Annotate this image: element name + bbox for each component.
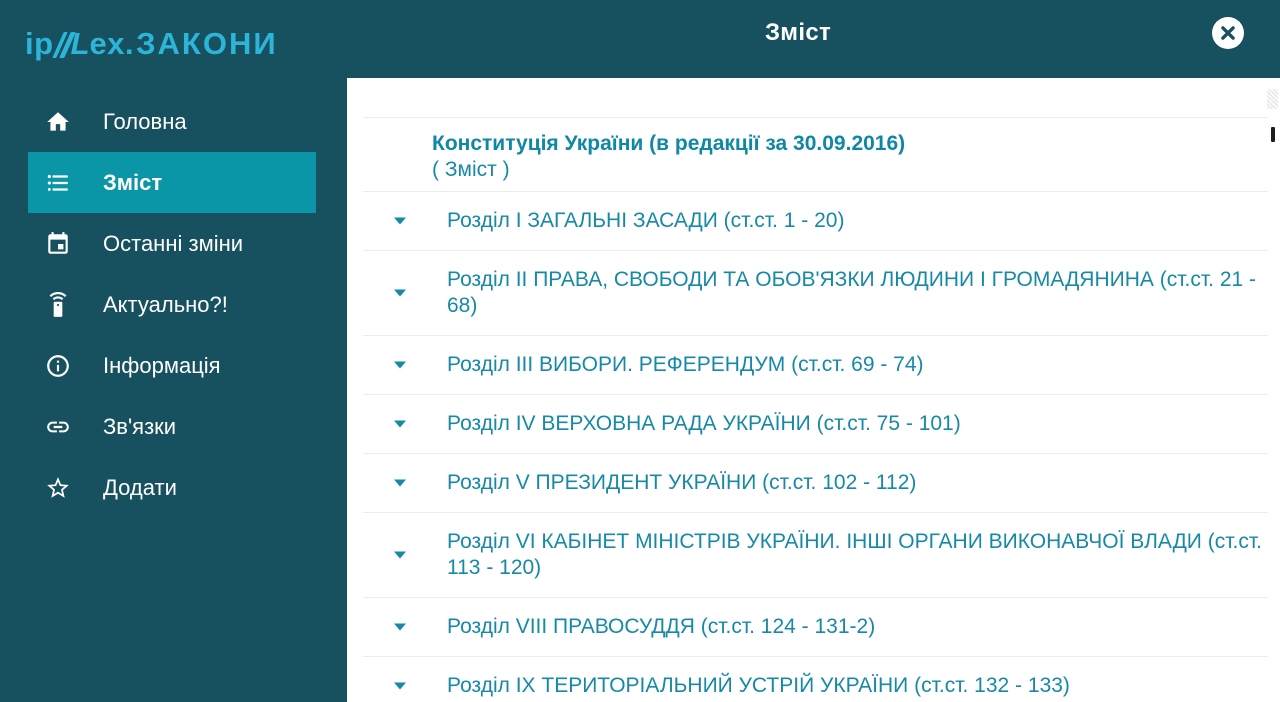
toc-section-row[interactable]: Розділ VI КАБІНЕТ МІНІСТРІВ УКРАЇНИ. ІНШ… xyxy=(363,513,1268,598)
dialog-title: Зміст xyxy=(764,19,832,46)
sidebar-item-info[interactable]: Інформація xyxy=(0,335,347,396)
section-label: Розділ II ПРАВА, СВОБОДИ ТА ОБОВ'ЯЗКИ ЛЮ… xyxy=(447,268,1257,317)
sidebar-item-actual[interactable]: Актуально?! xyxy=(0,274,347,335)
toc-section-row[interactable]: Розділ IV ВЕРХОВНА РАДА УКРАЇНИ (ст.ст. … xyxy=(363,395,1268,454)
sidebar-item-label: Актуально?! xyxy=(103,291,228,317)
toc-panel: Конституція України (в редакції за 30.09… xyxy=(347,78,1280,702)
toc-section-row[interactable]: Розділ III ВИБОРИ. РЕФЕРЕНДУМ (ст.ст. 69… xyxy=(363,336,1268,395)
edge-artifact xyxy=(1267,89,1278,109)
remote-signal-icon xyxy=(45,291,71,318)
sidebar-item-label: Інформація xyxy=(103,352,221,378)
toc-section-row[interactable]: Розділ V ПРЕЗИДЕНТ УКРАЇНИ (ст.ст. 102 -… xyxy=(363,454,1268,513)
section-label: Розділ VIII ПРАВОСУДДЯ (ст.ст. 124 - 131… xyxy=(447,615,876,638)
section-label: Розділ IV ВЕРХОВНА РАДА УКРАЇНИ (ст.ст. … xyxy=(447,412,961,435)
toc-list-icon xyxy=(45,170,71,196)
section-label: Розділ VI КАБІНЕТ МІНІСТРІВ УКРАЇНИ. ІНШ… xyxy=(447,530,1262,579)
expand-arrow-icon[interactable] xyxy=(394,361,406,369)
expand-arrow-icon[interactable] xyxy=(394,551,406,559)
sidebar-item-recent-changes[interactable]: Останні зміни xyxy=(0,213,347,274)
expand-arrow-icon[interactable] xyxy=(394,479,406,487)
section-label: Розділ V ПРЕЗИДЕНТ УКРАЇНИ (ст.ст. 102 -… xyxy=(447,471,917,494)
sidebar-item-toc[interactable]: Зміст xyxy=(28,152,316,213)
section-label: Розділ I ЗАГАЛЬНІ ЗАСАДИ (ст.ст. 1 - 20) xyxy=(447,209,845,232)
logo-text-l: L xyxy=(70,26,90,61)
sidebar-item-label: Зміст xyxy=(103,169,163,195)
document-subtitle: ( Зміст ) xyxy=(432,158,510,181)
document-header[interactable]: Конституція України (в редакції за 30.09… xyxy=(363,117,1268,192)
star-icon xyxy=(45,475,71,501)
section-label: Розділ III ВИБОРИ. РЕФЕРЕНДУМ (ст.ст. 69… xyxy=(447,353,924,376)
document-title: Конституція України (в редакції за 30.09… xyxy=(432,132,906,155)
section-label: Розділ IX ТЕРИТОРІАЛЬНИЙ УСТРІЙ УКРАЇНИ … xyxy=(447,674,1070,697)
sidebar-item-home[interactable]: Головна xyxy=(0,91,347,152)
toc-section-row[interactable]: Розділ I ЗАГАЛЬНІ ЗАСАДИ (ст.ст. 1 - 20) xyxy=(363,192,1268,251)
sidebar-item-label: Зв'язки xyxy=(103,413,177,439)
sidebar-item-label: Останні зміни xyxy=(103,230,244,256)
sidebar-item-links[interactable]: Зв'язки xyxy=(0,396,347,457)
info-icon xyxy=(45,353,71,379)
calendar-icon xyxy=(45,231,71,257)
toc-section-row[interactable]: Розділ II ПРАВА, СВОБОДИ ТА ОБОВ'ЯЗКИ ЛЮ… xyxy=(363,251,1268,336)
expand-arrow-icon[interactable] xyxy=(394,420,406,428)
logo-text-zakony: ЗАКОНИ xyxy=(136,26,278,61)
sidebar-item-label: Головна xyxy=(103,108,187,134)
close-button[interactable] xyxy=(1212,17,1244,49)
logo-text-ex: ex. xyxy=(89,26,135,61)
expand-arrow-icon[interactable] xyxy=(394,217,406,225)
expand-arrow-icon[interactable] xyxy=(394,682,406,690)
sidebar-nav: Головна Зміст Останні зміни Актуально?! xyxy=(0,91,347,518)
expand-arrow-icon[interactable] xyxy=(394,623,406,631)
scrollbar-thumb[interactable] xyxy=(1271,127,1275,142)
close-x-icon xyxy=(1221,26,1235,40)
link-icon xyxy=(45,414,71,440)
sidebar-item-label: Додати xyxy=(103,474,177,500)
expand-arrow-icon[interactable] xyxy=(394,289,406,297)
toc-section-row[interactable]: Розділ IX ТЕРИТОРІАЛЬНИЙ УСТРІЙ УКРАЇНИ … xyxy=(363,657,1268,702)
home-icon xyxy=(45,109,71,135)
logo-text-ip: ip xyxy=(25,26,54,61)
toc-section-row[interactable]: Розділ VIII ПРАВОСУДДЯ (ст.ст. 124 - 131… xyxy=(363,598,1268,657)
sidebar-item-add[interactable]: Додати xyxy=(0,457,347,518)
